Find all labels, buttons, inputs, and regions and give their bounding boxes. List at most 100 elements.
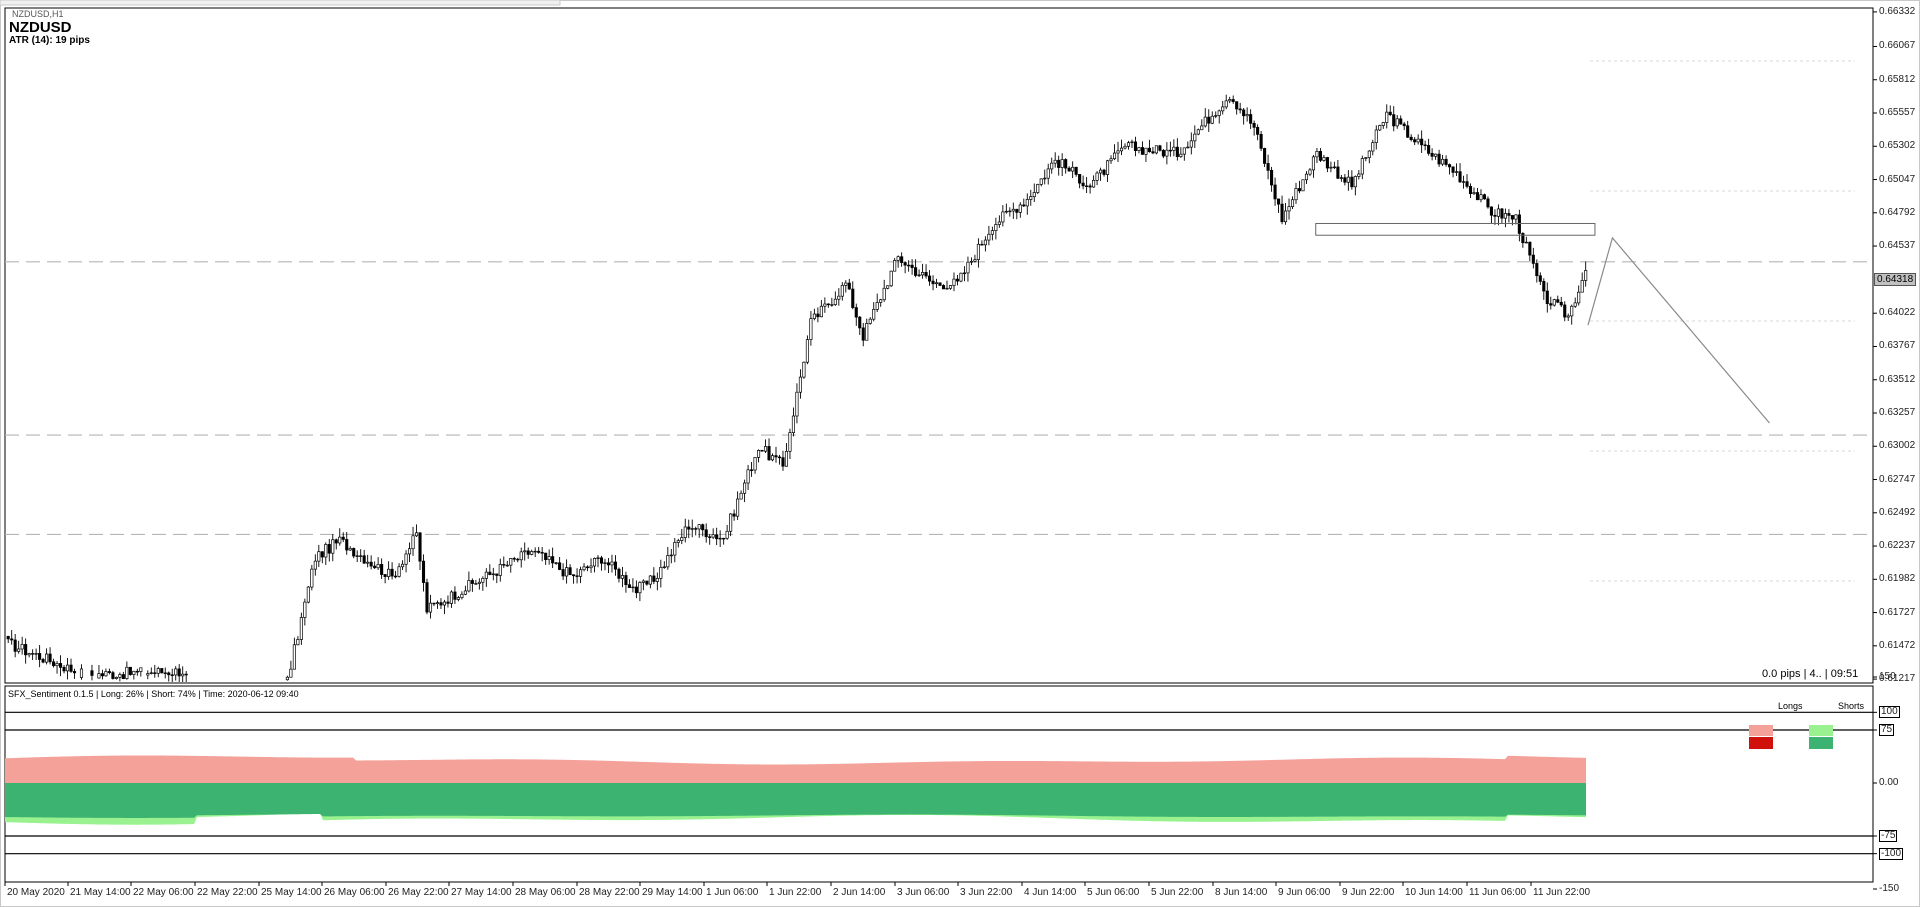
candle (338, 536, 342, 544)
candle (509, 558, 513, 566)
candle (579, 569, 583, 577)
candle (606, 562, 611, 566)
candle (348, 548, 352, 551)
indicator-tick-label: -100 (1879, 847, 1904, 860)
candle (449, 591, 453, 604)
candle (69, 664, 73, 672)
candle (1200, 125, 1204, 131)
price-tick-label: 0.62747 (1879, 473, 1916, 485)
indicator-tick-label: 0.00 (1879, 777, 1899, 788)
candle (1036, 184, 1040, 193)
candle (435, 602, 440, 605)
candle (1210, 115, 1214, 124)
candle (1521, 233, 1525, 244)
candle (781, 457, 785, 467)
candle (1468, 185, 1473, 195)
legend-shorts-label: Shorts (1838, 701, 1865, 711)
candle (523, 550, 527, 553)
candle (404, 553, 408, 565)
time-tick-label: 5 Jun 06:00 (1087, 887, 1140, 898)
candle (167, 672, 171, 676)
legend-longs-dark-swatch (1749, 737, 1773, 749)
candle (868, 318, 872, 324)
candle (837, 295, 841, 300)
candle (132, 670, 136, 675)
candle (1503, 213, 1507, 219)
candle (1514, 214, 1518, 220)
candle (596, 557, 600, 559)
candle (840, 284, 844, 297)
candle (1430, 152, 1434, 157)
candle (512, 558, 516, 560)
candle (174, 668, 178, 676)
candle (959, 272, 963, 282)
candle (774, 455, 778, 458)
candle (631, 586, 635, 589)
candle (1022, 204, 1026, 207)
candle (1193, 133, 1197, 142)
candle (1479, 194, 1483, 201)
candle (1060, 159, 1064, 168)
candle (666, 555, 670, 568)
candle (380, 564, 384, 575)
candle (1427, 145, 1431, 154)
candle (812, 313, 816, 320)
candle (537, 550, 541, 553)
candle (55, 663, 59, 667)
candle (816, 313, 820, 318)
candle (58, 663, 63, 668)
candle (114, 677, 118, 679)
candle (453, 591, 457, 600)
candle (533, 550, 537, 553)
candle (900, 256, 904, 263)
candle (669, 554, 673, 557)
candle (903, 262, 907, 266)
time-tick-label: 28 May 06:00 (515, 887, 576, 898)
candle (72, 671, 77, 674)
candle (1263, 148, 1267, 164)
candle (819, 305, 823, 318)
candle (673, 542, 677, 556)
candle (788, 432, 792, 452)
indicator-title: SFX_Sentiment 0.1.5 | Long: 26% | Short:… (8, 689, 299, 699)
candle (1207, 116, 1211, 124)
candle (369, 561, 373, 567)
candle (121, 674, 125, 679)
candle (1364, 157, 1368, 159)
candle (948, 285, 953, 289)
candle (1053, 159, 1057, 164)
price-tick-label: 0.64537 (1879, 240, 1916, 252)
candle (1423, 144, 1427, 147)
candle (1465, 181, 1469, 187)
candle (13, 639, 17, 652)
price-tick-label: 0.61472 (1879, 639, 1916, 651)
candle (879, 299, 883, 303)
candle (1025, 199, 1029, 207)
candle (1071, 166, 1075, 172)
candle (767, 446, 771, 461)
candle (502, 564, 506, 566)
candle (1441, 158, 1445, 165)
candle (1336, 166, 1340, 179)
candle (627, 584, 631, 588)
candle (872, 309, 876, 320)
time-tick-label: 2 Jun 14:00 (833, 887, 886, 898)
candle (585, 566, 590, 569)
candle (1472, 192, 1476, 195)
price-tick-label: 0.66332 (1879, 5, 1916, 17)
candle (184, 673, 188, 676)
window-tab-title[interactable]: NZDUSD,H1 (12, 9, 64, 19)
candle (1332, 166, 1336, 169)
candle (1493, 214, 1497, 217)
candle (1538, 275, 1542, 282)
candle (907, 264, 911, 267)
candle (1437, 153, 1441, 165)
candle (118, 674, 122, 678)
candle (1168, 149, 1172, 152)
candle (924, 272, 928, 277)
candle (1088, 185, 1092, 188)
candle (1360, 158, 1364, 175)
candle (1277, 198, 1281, 205)
